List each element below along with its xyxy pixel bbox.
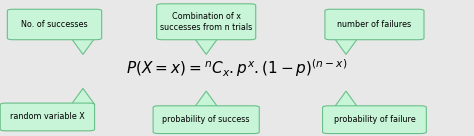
Text: No. of successes: No. of successes: [21, 20, 88, 29]
Text: $P(X=x){=}^{n}C_{x}{.}p^{x}{.}(1-p)^{(n-x)}$: $P(X=x){=}^{n}C_{x}{.}p^{x}{.}(1-p)^{(n-…: [126, 57, 348, 79]
Polygon shape: [194, 38, 218, 54]
Polygon shape: [194, 91, 218, 107]
FancyBboxPatch shape: [322, 106, 427, 134]
Polygon shape: [71, 38, 95, 54]
Polygon shape: [71, 88, 95, 105]
Text: number of failures: number of failures: [337, 20, 411, 29]
FancyBboxPatch shape: [0, 103, 94, 131]
FancyBboxPatch shape: [156, 4, 255, 40]
Text: random variable X: random variable X: [10, 112, 85, 121]
FancyBboxPatch shape: [325, 9, 424, 40]
Polygon shape: [334, 91, 358, 107]
Text: probability of success: probability of success: [163, 115, 250, 124]
FancyBboxPatch shape: [8, 9, 101, 40]
Text: probability of failure: probability of failure: [334, 115, 415, 124]
Polygon shape: [334, 38, 358, 54]
FancyBboxPatch shape: [153, 106, 259, 134]
Text: Combination of x
successes from n trials: Combination of x successes from n trials: [160, 12, 252, 32]
